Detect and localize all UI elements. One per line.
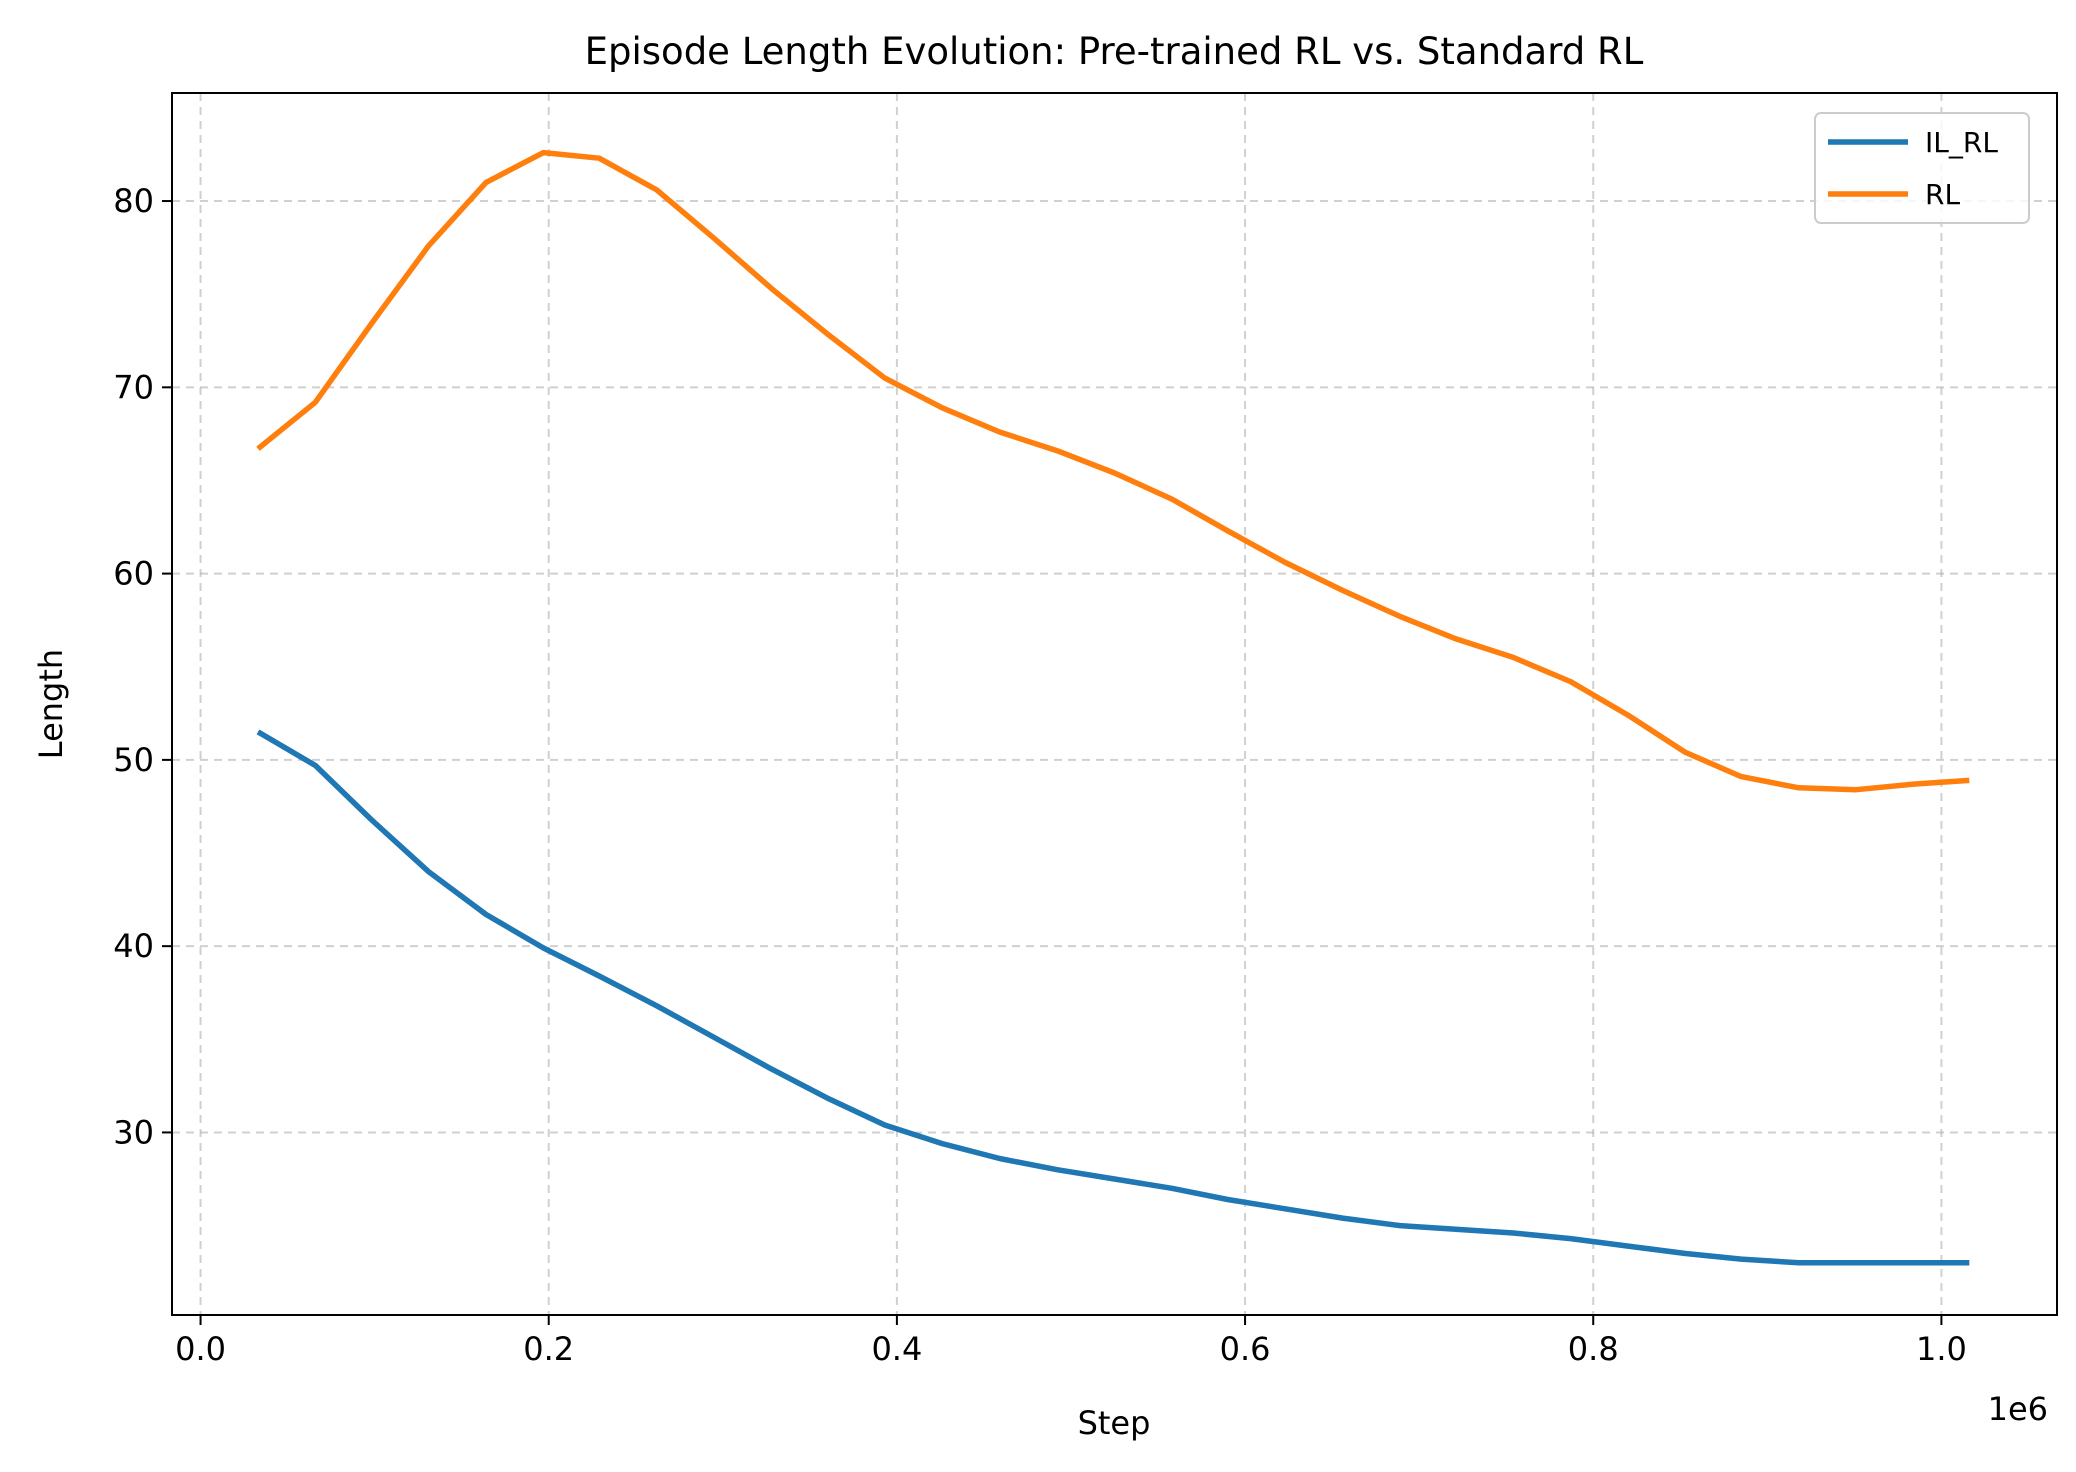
y-tick-label: 40 — [113, 927, 154, 965]
y-tick-label: 50 — [113, 741, 154, 779]
series-line-rl — [256, 149, 1970, 793]
x-tick-label: 0.2 — [523, 1330, 574, 1368]
y-tick-label: 70 — [113, 368, 154, 406]
x-tick-label: 1.0 — [1916, 1330, 1967, 1368]
series-line-il-rl — [256, 729, 1970, 1266]
y-tick-label: 60 — [113, 555, 154, 593]
y-axis-label: Length — [32, 649, 70, 759]
legend-label: RL — [1925, 178, 1960, 211]
x-tick-label: 0.6 — [1220, 1330, 1271, 1368]
y-tick-label: 30 — [113, 1113, 154, 1151]
legend: IL_RL RL — [1814, 112, 2030, 224]
x-axis: 0.0 0.2 0.4 0.6 0.8 1.0 — [175, 1315, 1967, 1368]
x-tick-label: 0.0 — [175, 1330, 226, 1368]
x-tick-label: 0.4 — [871, 1330, 922, 1368]
y-axis: 30 40 50 60 70 80 — [113, 182, 172, 1151]
plot-frame — [171, 92, 2058, 1316]
legend-label: IL_RL — [1925, 126, 1998, 159]
y-tick-label: 80 — [113, 182, 154, 220]
x-tick-label: 0.8 — [1568, 1330, 1619, 1368]
x-axis-offset-label: 1e6 — [1988, 1390, 2048, 1428]
series-layer — [256, 149, 1970, 1266]
grid — [172, 93, 2057, 1315]
x-axis-label: Step — [1078, 1404, 1151, 1442]
chart-title: Episode Length Evolution: Pre-trained RL… — [585, 30, 1644, 73]
